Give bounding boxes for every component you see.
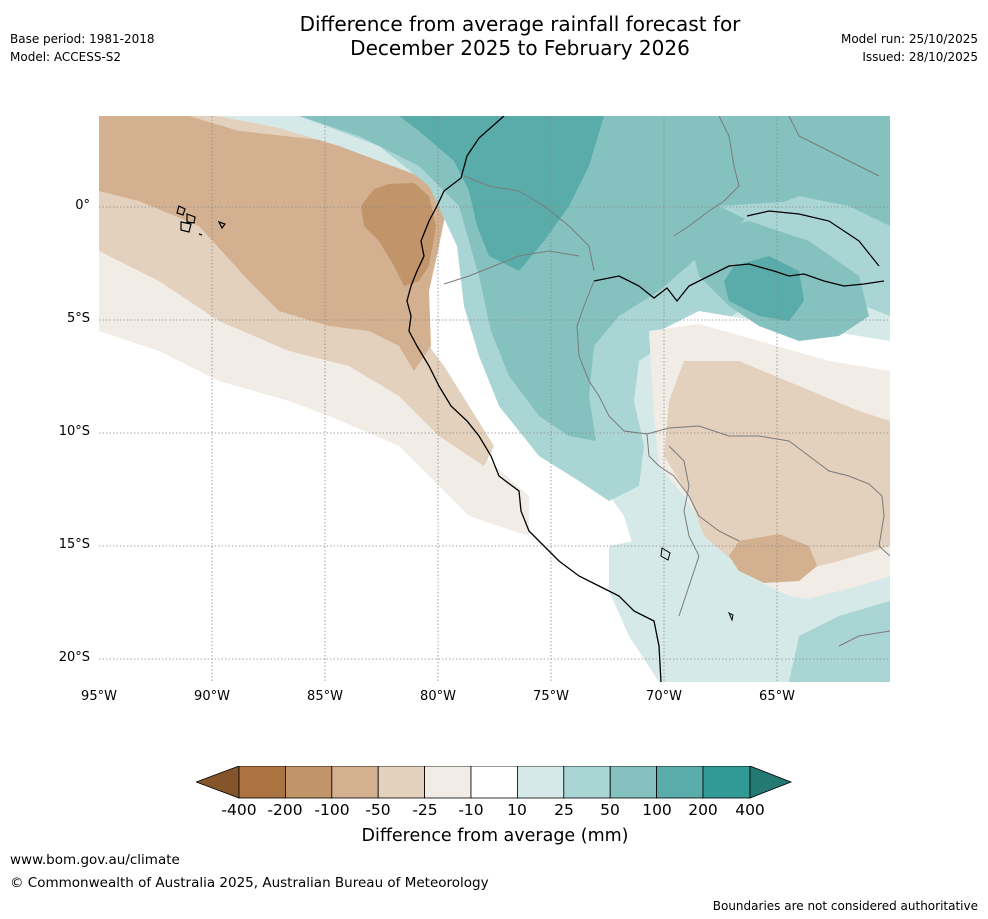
lat-label: 15°S	[58, 537, 90, 552]
colorbar	[196, 766, 793, 799]
lat-label: 20°S	[58, 650, 90, 665]
colorbar-tick: -10	[458, 801, 484, 819]
amazon-north	[746, 210, 880, 267]
coastline	[406, 116, 662, 682]
colorbar-title: Difference from average (mm)	[361, 826, 629, 846]
colorbar-swatch	[238, 766, 286, 799]
page-title: Difference from average rainfall forecas…	[180, 12, 860, 60]
colorbar-tick: -50	[365, 801, 391, 819]
colorbar-swatch	[609, 766, 658, 799]
colorbar-max-arrow	[749, 766, 793, 799]
colorbar-swatch	[470, 766, 518, 799]
contour-wet-east-100	[724, 256, 804, 321]
contour-dry-50	[99, 116, 447, 371]
colorbar-swatch	[424, 766, 472, 799]
footer-copyright: © Commonwealth of Australia 2025, Austra…	[10, 875, 489, 891]
contour-wet-50	[299, 116, 890, 441]
issued-date: Issued: 28/10/2025	[862, 50, 978, 64]
colorbar-tick: -25	[412, 801, 438, 819]
base-period: Base period: 1981-2018	[10, 32, 155, 46]
colorbar-swatch	[563, 766, 611, 799]
title-line-2: December 2025 to February 2026	[350, 36, 690, 60]
graticule	[99, 116, 890, 682]
colorbar-swatch	[331, 766, 379, 799]
colorbar-tick: -100	[314, 801, 350, 819]
colorbar-tick: 100	[642, 801, 672, 819]
galapagos-islands	[176, 205, 226, 236]
colorbar-swatch	[377, 766, 425, 799]
lon-label: 80°W	[420, 689, 456, 704]
colorbar-tick: -400	[221, 801, 257, 819]
colorbar-swatch	[285, 766, 333, 799]
colorbar-tick: -200	[267, 801, 303, 819]
amazon-river	[593, 263, 885, 303]
contour-wet-east-25	[719, 201, 890, 276]
country-borders	[443, 116, 890, 647]
contour-dry-100	[361, 183, 436, 286]
colorbar-tick: 400	[735, 801, 765, 819]
contour-south-wet-25	[789, 601, 890, 682]
model-run: Model run: 25/10/2025	[840, 32, 978, 46]
colorbar-swatch	[656, 766, 704, 799]
colorbar-tick: 10	[507, 801, 527, 819]
lat-label: 10°S	[58, 424, 90, 439]
lon-label: 90°W	[194, 689, 230, 704]
rainfall-anomaly-map	[99, 116, 890, 682]
lon-label: 70°W	[646, 689, 682, 704]
footer-website: www.bom.gov.au/climate	[10, 852, 180, 868]
lake-titicaca	[660, 547, 734, 622]
colorbar-min-arrow	[196, 766, 240, 799]
model-name: Model: ACCESS-S2	[10, 50, 122, 64]
lon-label: 85°W	[307, 689, 343, 704]
contour-wet-100	[399, 116, 604, 271]
lat-label: 5°S	[66, 311, 90, 326]
colorbar-tick: 200	[688, 801, 718, 819]
lat-label: 0°	[75, 198, 90, 213]
lon-label: 95°W	[81, 689, 117, 704]
colorbar-swatch	[702, 766, 751, 799]
title-line-1: Difference from average rainfall forecas…	[299, 12, 741, 36]
colorbar-tick: 25	[554, 801, 574, 819]
lon-label: 75°W	[533, 689, 569, 704]
contour-se-dry-25	[664, 361, 890, 576]
header-meta-right: Model run: 25/10/2025 Issued: 28/10/2025	[841, 30, 978, 66]
colorbar-tick: 50	[600, 801, 620, 819]
lon-label: 65°W	[759, 689, 795, 704]
footer-disclaimer: Boundaries are not considered authoritat…	[712, 899, 978, 913]
header-meta-left: Base period: 1981-2018 Model: ACCESS-S2	[10, 30, 155, 66]
colorbar-swatch	[516, 766, 565, 799]
